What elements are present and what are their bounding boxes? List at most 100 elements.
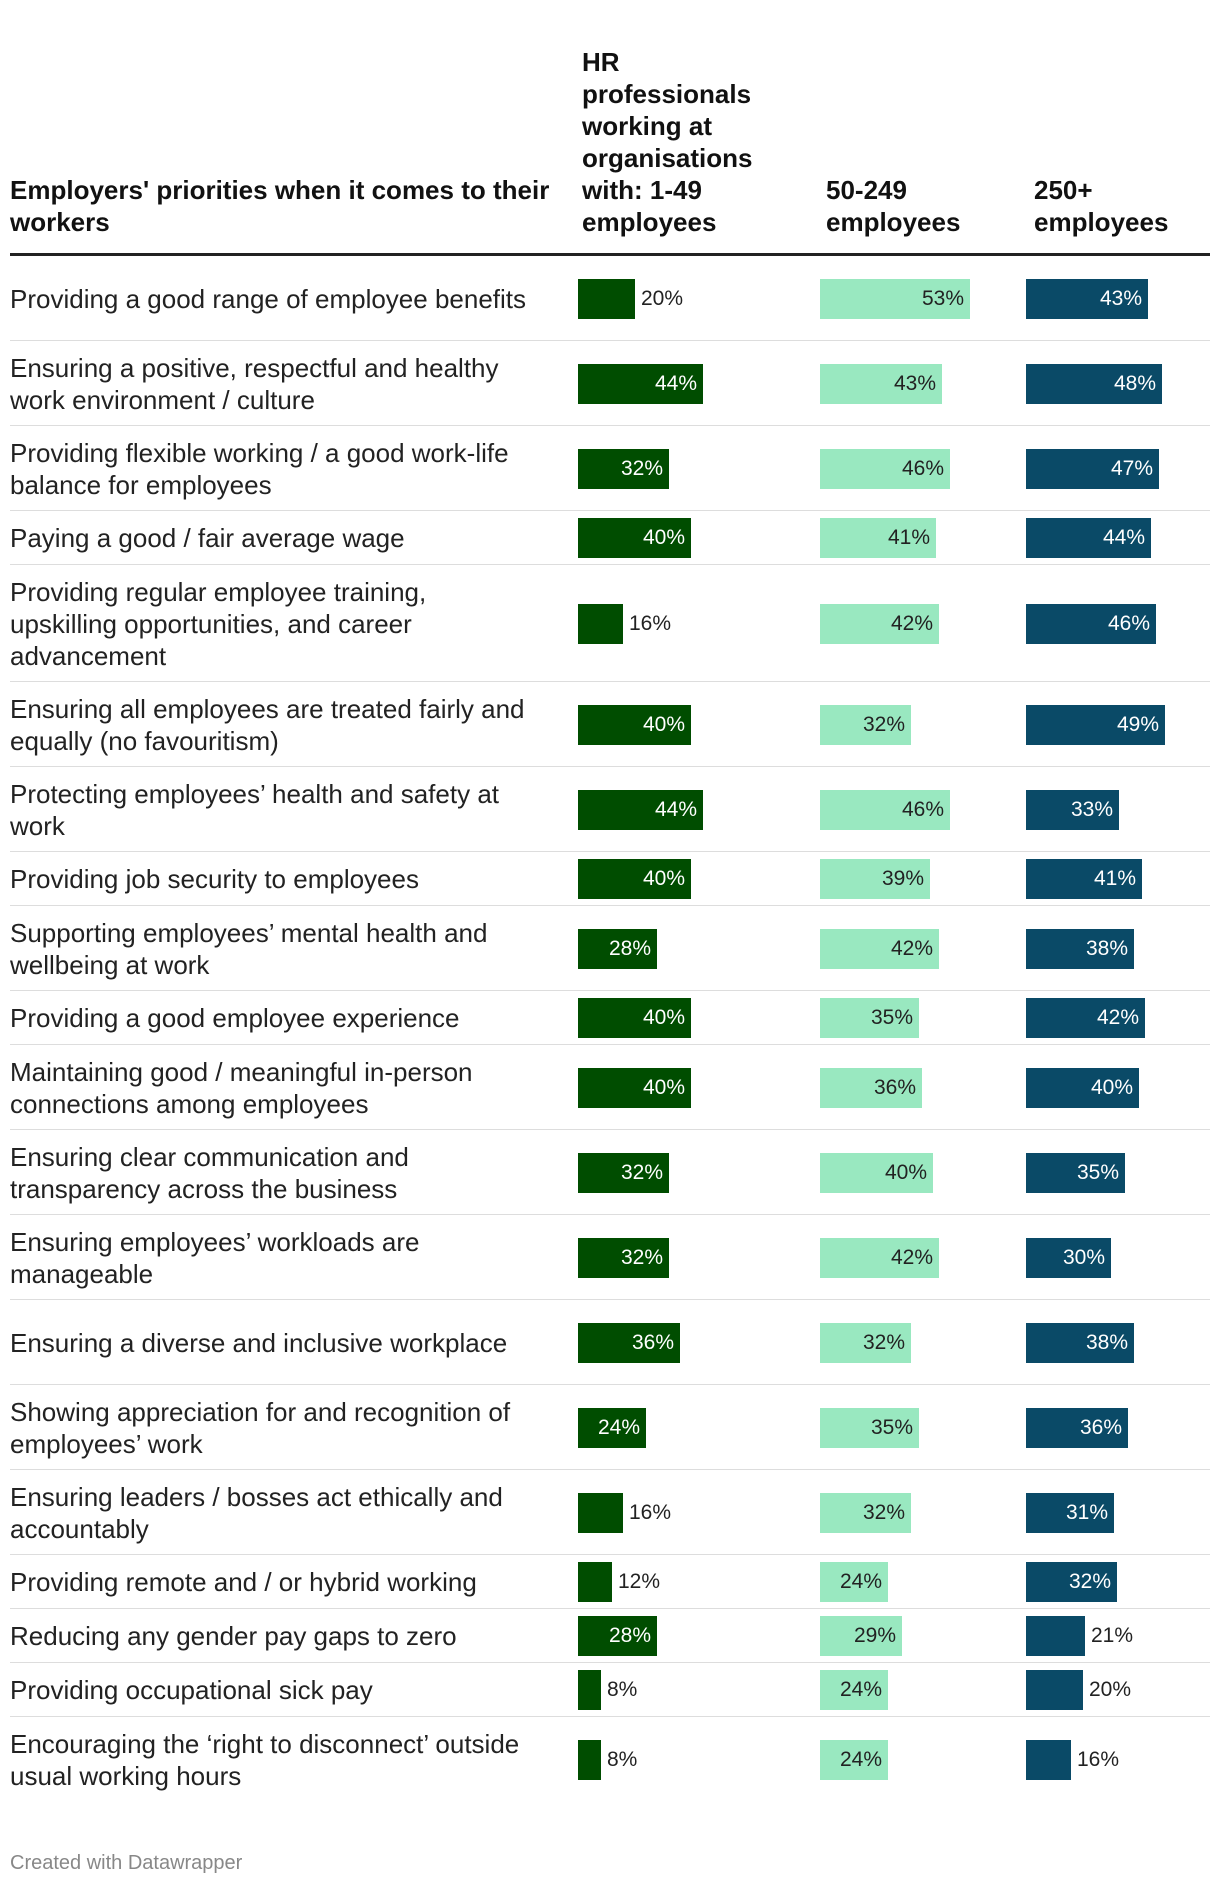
bar [1026,704,1165,745]
bar [578,448,669,489]
bar-value-label: 43% [893,371,936,395]
row-divider [10,1214,1210,1215]
row-divider [10,510,1210,511]
row-label: Ensuring a positive, respectful and heal… [10,352,499,415]
bar-value-label: 39% [881,867,924,890]
bar-value-label: 42% [890,611,933,635]
bar-value-label: 33% [1070,797,1113,821]
row-divider [10,1384,1210,1385]
row-label: Providing a good employee experience [10,1003,460,1033]
row-label: Ensuring a diverse and inclusive workpla… [10,1327,508,1358]
bar-value-label: 30% [1062,1245,1105,1269]
bar-value-label: 40% [642,526,685,549]
row-label: Ensuring leaders / bosses act ethically … [10,1481,503,1544]
bar-value-label: 32% [620,1245,663,1269]
bar-value-label: 42% [1096,1006,1139,1029]
bar-value-label: 42% [890,1245,933,1269]
bar [578,1739,601,1780]
bar [820,603,939,644]
bar [578,998,691,1038]
table-row: Ensuring a diverse and inclusive workpla… [0,1300,1220,1385]
bar-value-label: 32% [1068,1570,1111,1593]
bar [1026,1739,1071,1780]
bar [820,789,950,830]
bar [578,603,623,644]
row-divider [10,681,1210,682]
table-row: Maintaining good / meaningful in-person … [0,1045,1220,1130]
bar [1026,363,1162,404]
row-divider [10,340,1210,341]
bar [820,278,970,319]
row-label: Showing appreciation for and recognition… [10,1396,511,1459]
table-row: Ensuring clear communication and transpa… [0,1130,1220,1215]
bar-value-label: 40% [642,1075,685,1099]
bar [578,859,691,899]
table-row: Ensuring employees’ workloads are manage… [0,1215,1220,1300]
table-row: Providing flexible working / a good work… [0,426,1220,511]
row-label: Ensuring all employees are treated fairl… [10,693,525,756]
bar-value-label: 35% [1076,1160,1119,1184]
bar-value-label: 20% [1089,1678,1132,1701]
bar-value-label: 40% [642,1006,685,1029]
bar [820,1322,911,1363]
bar [578,1067,691,1108]
bar-value-label: 32% [620,1160,663,1184]
table-row: Encouraging the ‘right to disconnect’ ou… [0,1717,1220,1802]
bar-value-label: 47% [1110,456,1153,480]
table-row: Ensuring all employees are treated fairl… [0,682,1220,767]
table-row: Showing appreciation for and recognition… [0,1385,1220,1470]
bar [1026,998,1145,1038]
bar [820,1067,922,1108]
bar-value-label: 36% [873,1075,916,1099]
row-label: Protecting employees’ health and safety … [10,778,499,841]
bar-value-label: 31% [1065,1500,1108,1524]
bar-value-label: 43% [1099,286,1142,310]
row-divider [10,990,1210,991]
row-label: Maintaining good / meaningful in-person … [10,1056,473,1119]
bar [820,448,950,489]
bar-value-label: 16% [629,611,672,635]
bar [820,363,942,404]
bar [820,1407,919,1448]
bar [820,518,936,558]
bar-value-label: 40% [642,712,685,736]
bar [1026,859,1142,899]
bar [1026,1562,1117,1602]
row-divider [10,1662,1210,1663]
row-divider [10,1554,1210,1555]
column-header-priority: Employers' priorities when it comes to t… [10,175,550,237]
bar-value-label: 38% [1085,936,1128,960]
row-label: Providing remote and / or hybrid working [10,1567,477,1597]
bar [578,704,691,745]
bar-value-label: 8% [607,1747,638,1771]
bar-value-label: 36% [1079,1415,1122,1439]
bar [578,1237,669,1278]
bar [578,1152,669,1193]
footer-credit: Created with Datawrapper [10,1852,243,1874]
bar-value-label: 38% [1085,1330,1128,1354]
bar [578,1562,612,1602]
bar [578,1407,646,1448]
row-label: Ensuring clear communication and transpa… [10,1141,409,1204]
bar [578,278,635,319]
table-row: Ensuring leaders / bosses act ethically … [0,1470,1220,1555]
row-divider [10,1608,1210,1609]
bar-value-label: 36% [631,1330,674,1354]
bar [820,1237,939,1278]
bar [820,1739,888,1780]
row-divider [10,1469,1210,1470]
table-row: Providing a good employee experience 40% 3… [0,991,1220,1045]
column-header-50-249: 50-249 employees [826,175,961,237]
row-label: Encouraging the ‘right to disconnect’ ou… [10,1728,520,1791]
row-divider [10,1129,1210,1130]
bar [1026,1067,1139,1108]
bar [820,1492,911,1533]
bar [1026,278,1148,319]
bar-value-label: 46% [901,797,944,821]
bar [820,998,919,1038]
bar [1026,928,1134,969]
bar-value-label: 12% [618,1570,661,1593]
bar [1026,1492,1114,1533]
bar [578,1670,601,1710]
bar [820,1670,888,1710]
